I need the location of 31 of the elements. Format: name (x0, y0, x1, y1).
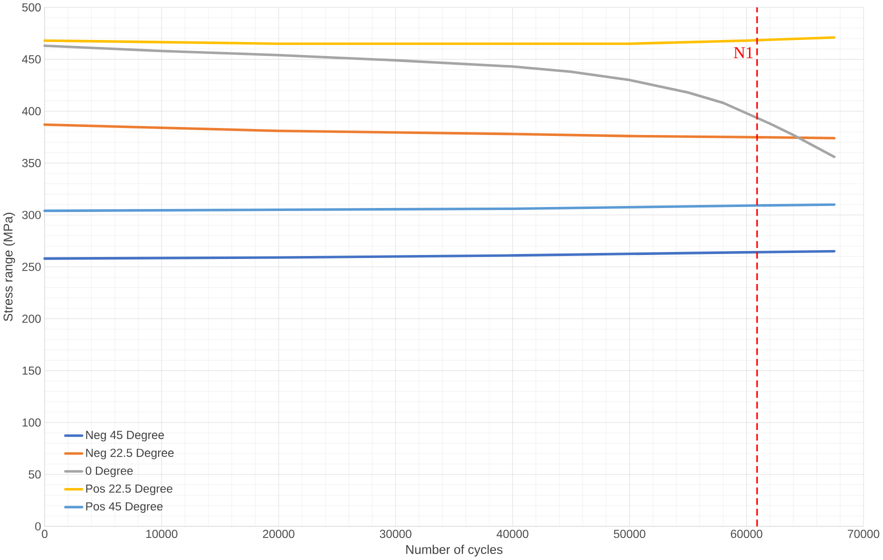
legend-label: Pos 22.5 Degree (86, 484, 172, 496)
y-tick-label: 0 (35, 522, 41, 531)
x-tick-label: 20000 (262, 530, 294, 538)
legend-label: 0 Degree (86, 466, 133, 478)
x-tick-label: 60000 (730, 530, 762, 538)
y-tick-label: 50 (28, 470, 41, 479)
y-tick-label: 100 (22, 418, 41, 427)
x-axis-title: Number of cycles (406, 544, 502, 557)
y-tick-label: 400 (22, 107, 41, 116)
line-series (43, 124, 836, 140)
line-series (43, 250, 836, 260)
legend-label: Neg 22.5 Degree (86, 448, 174, 460)
x-tick-label: 10000 (146, 530, 178, 538)
y-tick-label: 300 (22, 210, 41, 220)
ref-line-label: N1 (734, 47, 753, 58)
y-tick-label: 150 (22, 366, 41, 375)
y-tick-label: 200 (22, 314, 41, 323)
y-tick-label: 350 (22, 159, 41, 168)
x-tick-label: 40000 (496, 530, 528, 538)
line-series (43, 203, 836, 212)
x-tick-label: 30000 (380, 530, 412, 538)
legend-label: Neg 45 Degree (86, 431, 164, 442)
y-axis-title: Stress range (MPa) (3, 212, 16, 322)
y-tick-label: 500 (22, 3, 41, 12)
x-tick-label: 50000 (614, 530, 646, 538)
y-tick-label: 450 (22, 55, 41, 64)
x-tick-label: 0 (42, 530, 48, 538)
y-tick-label: 250 (22, 262, 41, 272)
legend-label: Pos 45 Degree (86, 502, 163, 513)
line-series (43, 44, 836, 158)
x-tick-label: 70000 (848, 530, 880, 538)
